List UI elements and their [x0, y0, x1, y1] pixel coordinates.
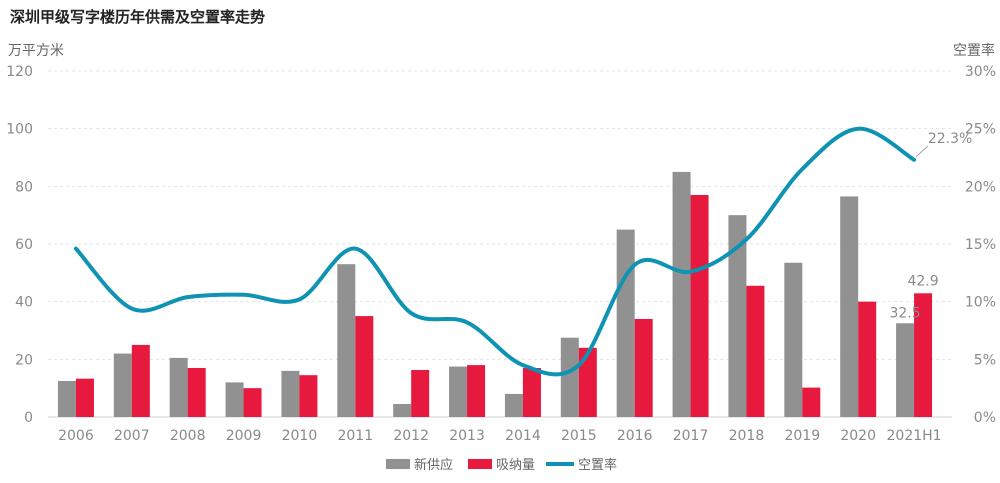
bar-supply [840, 196, 859, 417]
bar-supply [113, 353, 132, 417]
legend-swatch-absorption [468, 459, 492, 469]
x-tick-label: 2018 [729, 428, 765, 444]
bar-absorption [914, 293, 933, 417]
left-tick-label: 120 [6, 64, 33, 80]
left-tick-label: 80 [15, 179, 33, 195]
bar-supply [449, 366, 468, 417]
bar-supply [393, 404, 412, 417]
bar-absorption [802, 387, 821, 417]
bar-absorption [75, 378, 94, 417]
right-axis-label: 空置率 [953, 42, 995, 59]
bar-absorption [187, 367, 206, 417]
vacancy-line [73, 126, 917, 377]
x-tick-label: 2006 [58, 428, 94, 444]
bar-supply [169, 357, 188, 417]
left-tick-label: 20 [15, 352, 33, 368]
data-label-supply: 32.5 [889, 305, 920, 321]
x-tick-label: 2008 [170, 428, 206, 444]
x-tick-label: 2011 [337, 428, 373, 444]
bar-absorption [131, 344, 150, 417]
x-tick-label: 2017 [673, 428, 709, 444]
legend-swatch-supply [386, 459, 410, 469]
left-tick-label: 0 [24, 410, 33, 426]
right-tick-label: 10% [965, 295, 996, 311]
x-tick-label: 2009 [226, 428, 262, 444]
chart-title: 深圳甲级写字楼历年供需及空置率走势 [10, 8, 265, 26]
bar-absorption [355, 316, 374, 417]
data-label-leader [915, 145, 929, 158]
right-tick-label: 0% [974, 410, 996, 426]
x-tick-label: 2007 [114, 428, 150, 444]
left-axis-label: 万平方米 [8, 43, 64, 59]
bar-supply [784, 262, 803, 417]
bar-absorption [299, 375, 318, 417]
bar-absorption [578, 347, 597, 417]
bar-supply [57, 380, 76, 417]
x-tick-label: 2013 [449, 428, 485, 444]
bar-absorption [634, 318, 653, 417]
x-tick-label: 2016 [617, 428, 653, 444]
bar-supply [672, 171, 691, 417]
bar-supply [728, 215, 747, 417]
legend-label-absorption: 吸纳量 [496, 458, 535, 473]
x-tick-label: 2010 [282, 428, 318, 444]
right-tick-label: 20% [965, 179, 996, 195]
bar-absorption [858, 301, 877, 417]
right-tick-label: 15% [965, 237, 996, 253]
legend-label-vacancy: 空置率 [578, 457, 617, 473]
x-tick-label: 2020 [840, 428, 876, 444]
right-tick-label: 25% [965, 122, 996, 138]
x-tick-label: 2015 [561, 428, 597, 444]
bar-supply [281, 370, 300, 417]
bar-absorption [522, 367, 541, 417]
right-tick-label: 5% [974, 352, 996, 368]
right-tick-label: 30% [965, 64, 996, 80]
left-tick-label: 100 [6, 122, 33, 138]
bar-absorption [690, 194, 709, 417]
x-tick-label: 2014 [505, 428, 541, 444]
x-tick-label: 2019 [784, 428, 820, 444]
data-label-absorption: 42.9 [907, 273, 938, 289]
x-tick-label: 2021H1 [887, 428, 942, 444]
legend-label-supply: 新供应 [414, 457, 453, 473]
bar-absorption [243, 388, 262, 417]
x-tick-label: 2012 [393, 428, 429, 444]
left-tick-label: 60 [15, 237, 33, 253]
data-label-vacancy: 22.3% [928, 131, 972, 147]
left-tick-label: 40 [15, 295, 33, 311]
bar-supply [504, 393, 523, 417]
bar-absorption [746, 285, 765, 417]
bar-absorption [467, 365, 486, 417]
bar-supply [616, 229, 635, 417]
bar-supply [225, 382, 244, 417]
bar-supply [896, 323, 915, 417]
bar-supply [560, 337, 579, 417]
bar-absorption [411, 370, 430, 417]
bar-supply [337, 264, 356, 417]
